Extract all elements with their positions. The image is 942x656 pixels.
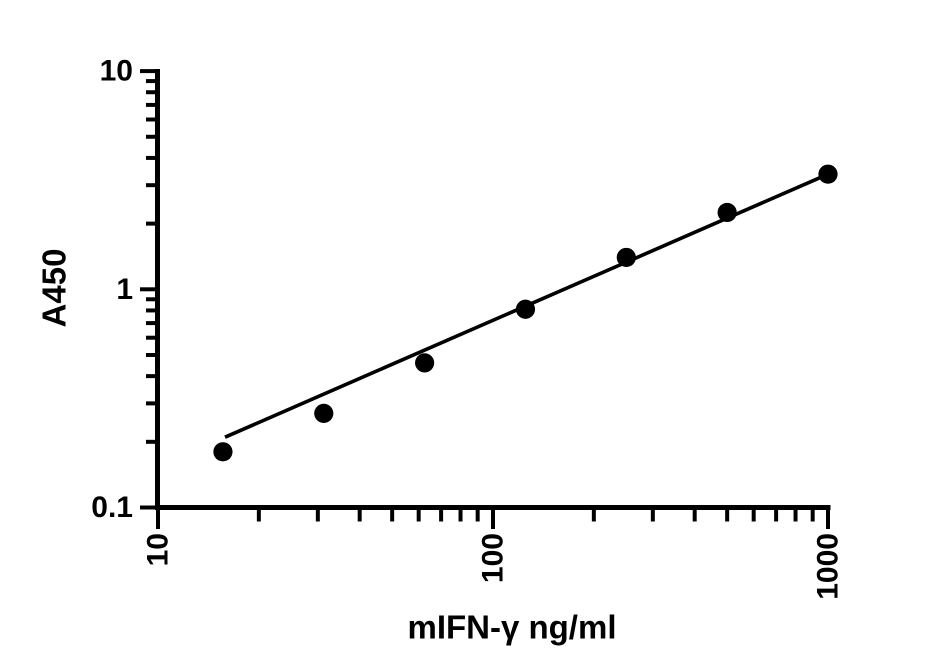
data-point — [717, 202, 737, 223]
data-point — [616, 247, 636, 268]
data-point — [314, 403, 334, 423]
x-tick-label: 1000 — [812, 533, 845, 600]
y-tick-label: 1 — [116, 273, 133, 306]
x-axis-label: mIFN-γ ng/ml — [407, 609, 616, 646]
data-point — [515, 299, 536, 319]
x-tick-label: 100 — [477, 533, 510, 583]
y-tick-label: 10 — [100, 55, 133, 88]
data-point — [415, 353, 435, 373]
y-axis-label: A450 — [36, 249, 73, 328]
data-point — [213, 442, 233, 462]
data-point — [818, 164, 838, 184]
x-tick-label: 10 — [142, 533, 175, 566]
y-tick-label: 0.1 — [91, 491, 133, 524]
